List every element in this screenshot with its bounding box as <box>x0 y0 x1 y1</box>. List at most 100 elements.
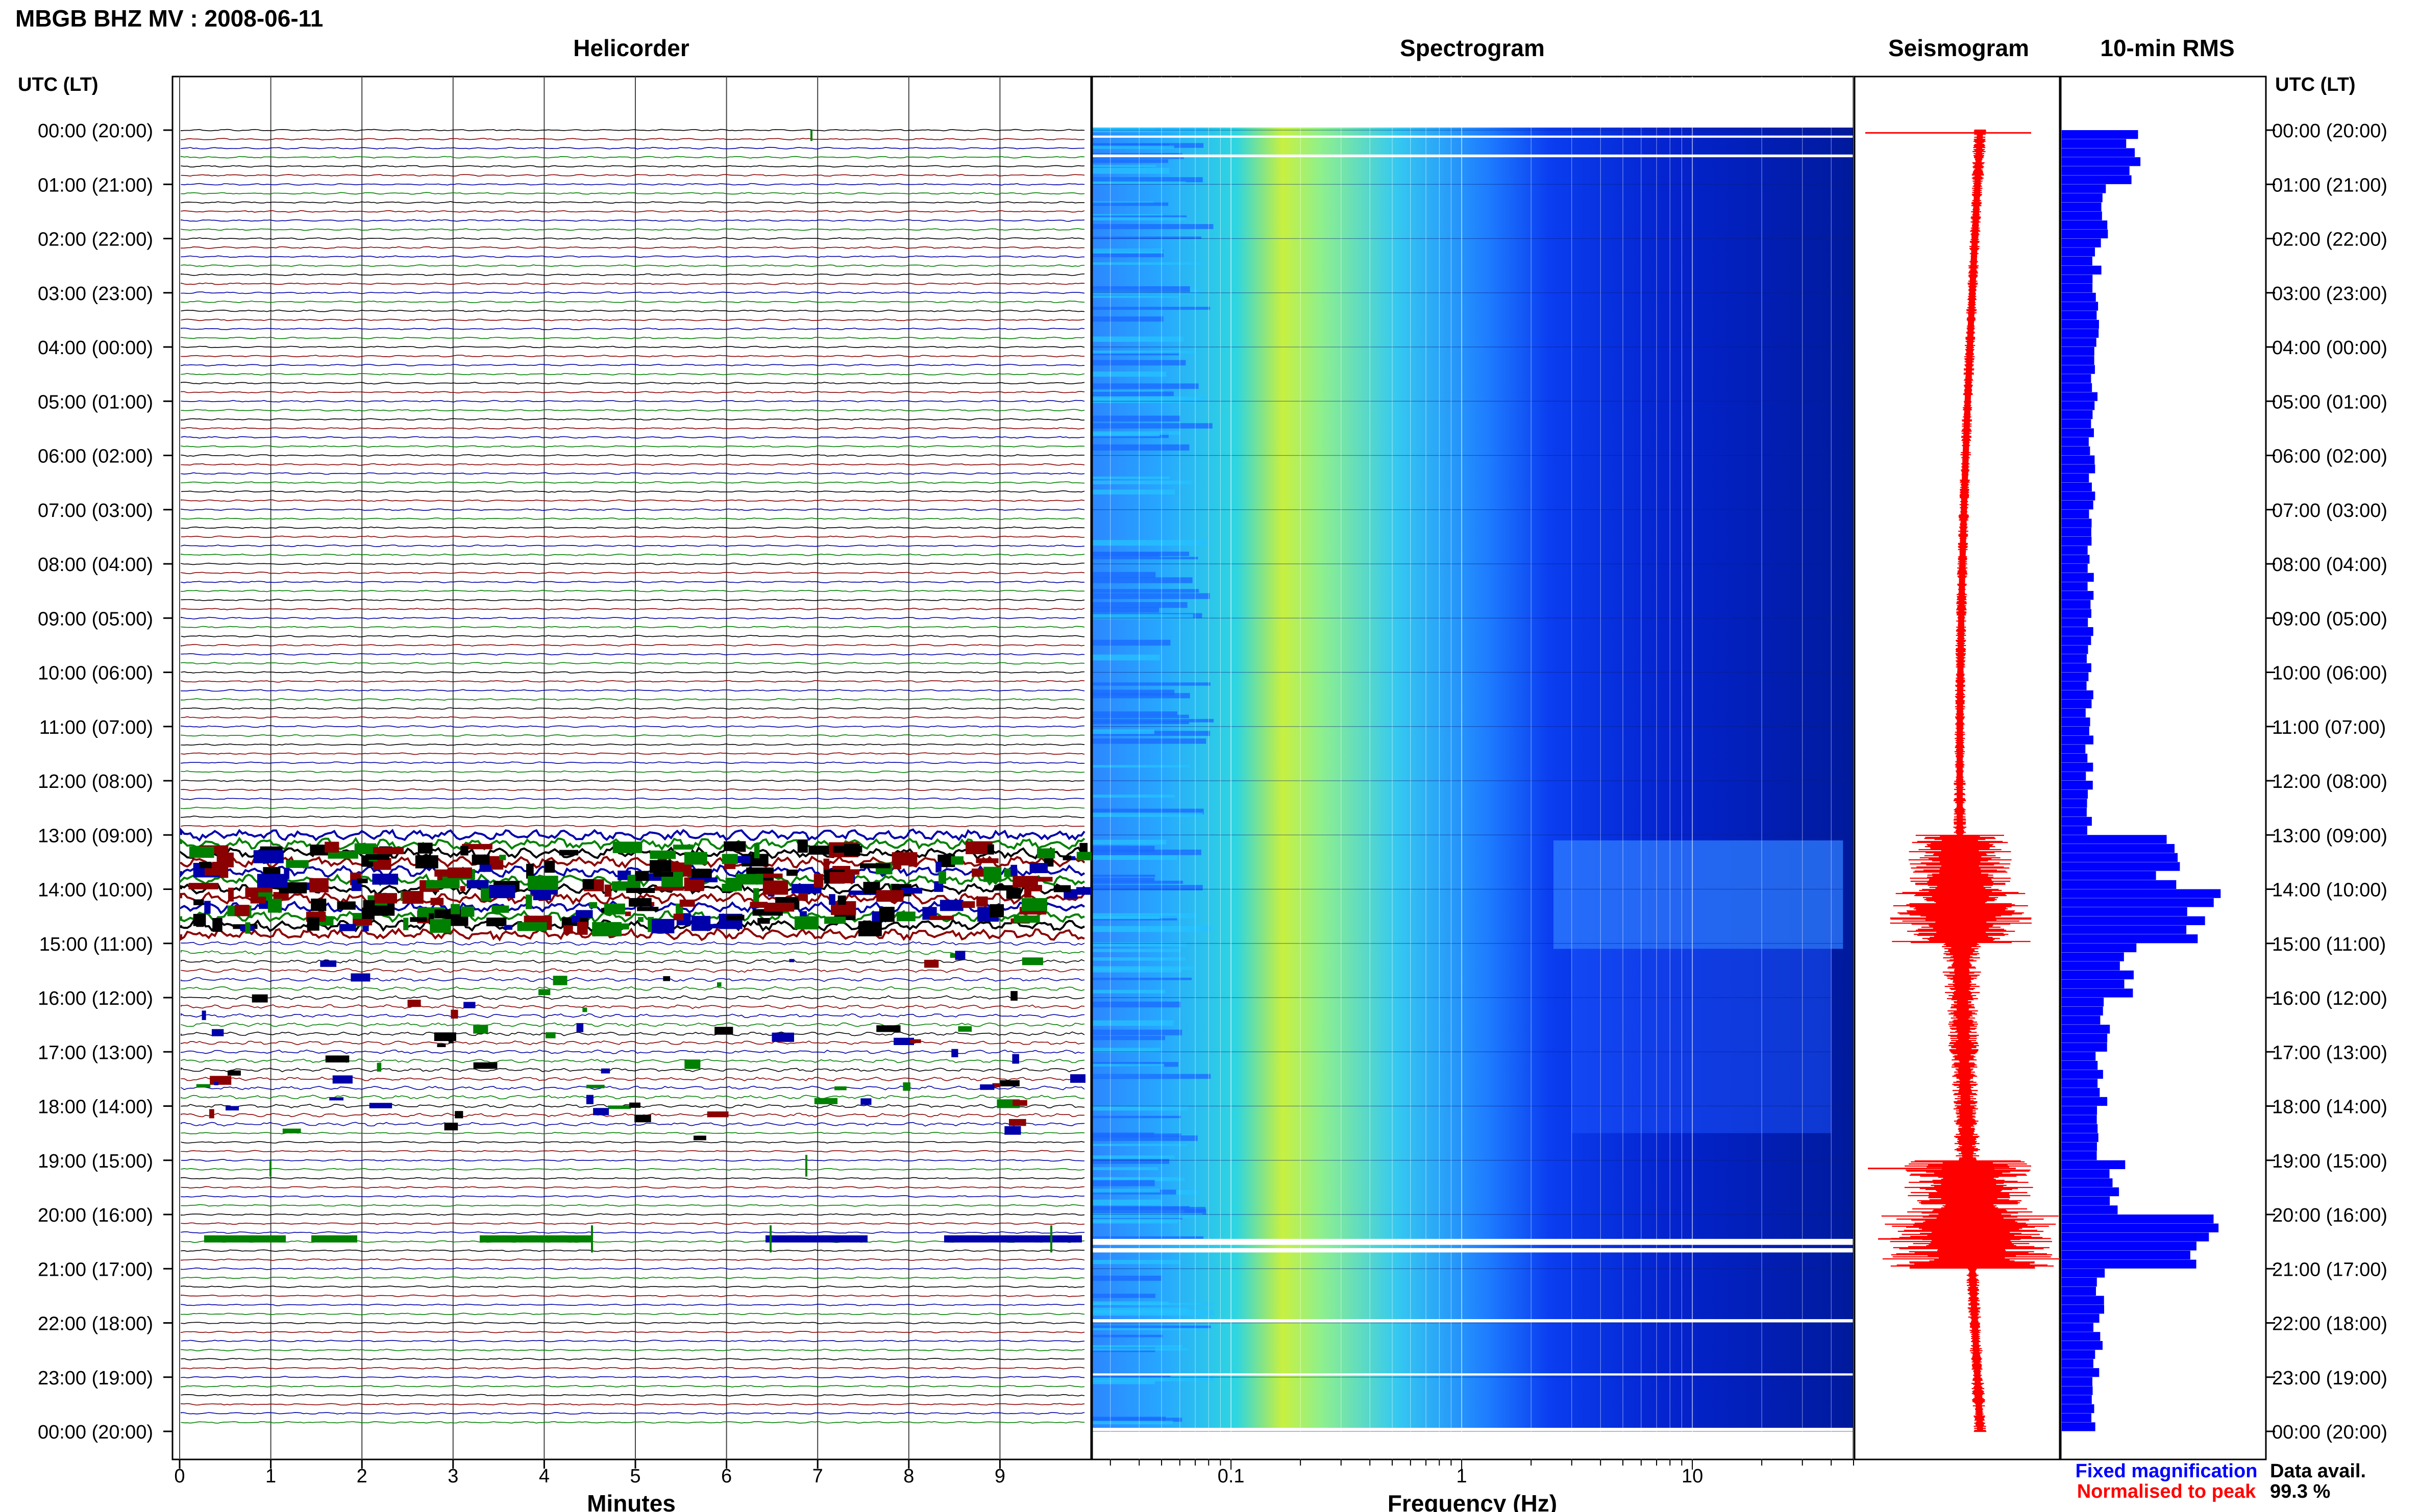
helicorder-frame <box>171 76 1092 1460</box>
helicorder-event-burst <box>245 922 251 934</box>
rms-bar <box>2062 329 2099 338</box>
rms-bar <box>2062 1313 2100 1323</box>
rms-bar <box>2062 789 2088 799</box>
helicorder-event-burst <box>924 959 939 968</box>
helicorder-trace-line <box>181 553 1085 556</box>
spectrogram-band <box>1092 602 1188 608</box>
helicorder-trace-line <box>181 1067 1085 1073</box>
spectrogram-band <box>1092 1199 1161 1206</box>
helicorder-event-burst <box>976 896 988 907</box>
helicorder-trace-line <box>181 643 1085 647</box>
helicorder-event-burst <box>328 851 358 859</box>
rms-bar <box>2062 220 2108 230</box>
helicorder-event-burst <box>202 1010 206 1020</box>
rms-bar <box>2062 708 2086 717</box>
helicorder-event-burst <box>253 850 284 863</box>
rms-bar <box>2062 383 2092 392</box>
rms-bar <box>2062 148 2135 157</box>
spectrogram-band <box>1092 1036 1165 1040</box>
helicorder-trace-line <box>181 1394 1085 1397</box>
rms-bar <box>2062 1242 2196 1251</box>
rms-bar <box>2062 916 2205 925</box>
spectrogram-band <box>1092 295 1179 298</box>
time-tick-label-left: 10:00 (06:00) <box>38 663 153 684</box>
helicorder-event-burst <box>527 876 558 890</box>
helicorder-event-burst <box>980 1084 995 1090</box>
helicorder-event-burst <box>402 891 424 904</box>
helicorder-event-burst <box>339 924 356 931</box>
rms-bar <box>2062 745 2086 754</box>
helicorder-x-tick-label: 3 <box>448 1466 458 1487</box>
helicorder-trace-line <box>181 977 1085 982</box>
spectrogram-band <box>1092 1303 1213 1305</box>
helicorder-event-burst <box>460 886 465 891</box>
helicorder-trace-line <box>181 1141 1085 1144</box>
rms-bar <box>2062 528 2091 537</box>
spectrogram-band <box>1092 383 1199 389</box>
rms-bar <box>2062 1377 2092 1386</box>
helicorder-event-burst <box>473 1062 498 1069</box>
helicorder-event-burst <box>369 1103 392 1108</box>
spectrogram-band <box>1092 913 1197 919</box>
helicorder-event-burst <box>608 1105 631 1109</box>
helicorder-event-burst <box>362 926 369 931</box>
spectrogram-band <box>1092 1133 1181 1137</box>
spectrogram-band <box>1092 572 1156 578</box>
spectrogram-band <box>1092 489 1175 495</box>
rms-bar <box>2062 844 2175 853</box>
spectrogram-band <box>1092 145 1174 149</box>
helicorder-event-burst <box>629 898 652 907</box>
legend-fixed-magnification: Fixed magnification <box>2076 1460 2258 1482</box>
helicorder-event-burst <box>650 850 676 859</box>
rms-bar <box>2062 1052 2096 1061</box>
time-tick-label-left: 13:00 (09:00) <box>38 825 153 847</box>
helicorder-event-burst <box>577 922 588 935</box>
rms-bar <box>2062 1413 2092 1422</box>
helicorder-event-burst <box>363 900 375 913</box>
time-tick-label-right: 06:00 (02:00) <box>2272 446 2387 467</box>
helicorder-event-burst <box>426 880 448 889</box>
helicorder-event-burst <box>876 1025 901 1032</box>
helicorder-event-burst <box>196 1084 211 1088</box>
time-tick-label-right: 05:00 (01:00) <box>2272 391 2387 413</box>
helicorder-event-burst <box>473 1025 488 1034</box>
helicorder-event-burst <box>813 874 824 887</box>
helicorder-event-burst <box>808 846 835 855</box>
helicorder-trace-line <box>181 607 1085 611</box>
helicorder-event-burst <box>750 902 768 908</box>
helicorder-event-burst <box>403 918 409 930</box>
helicorder-trace-line <box>181 1195 1085 1198</box>
rms-bar <box>2062 1277 2097 1287</box>
spectrogram-band <box>1092 480 1193 485</box>
helicorder-event-burst <box>1079 842 1088 853</box>
rms-bar <box>2062 229 2108 239</box>
helicorder-trace-line <box>181 355 1085 358</box>
helicorder-event-burst <box>626 888 655 893</box>
helicorder-trace-line <box>181 544 1085 548</box>
rms-bar <box>2062 202 2102 211</box>
rms-bar <box>2062 826 2087 835</box>
helicorder-trace-line <box>181 716 1085 719</box>
helicorder-trace-line <box>181 1049 1085 1054</box>
helicorder-x-tick-label: 1 <box>265 1466 276 1487</box>
legend-normalised-to-peak: Normalised to peak <box>2077 1481 2256 1502</box>
helicorder-event-burst <box>879 907 895 922</box>
rms-bar <box>2062 772 2086 781</box>
spectrogram-band <box>1092 1376 1214 1381</box>
helicorder-trace-line <box>181 1186 1085 1189</box>
helicorder-trace-line <box>181 481 1085 484</box>
helicorder-trace-line <box>181 725 1085 728</box>
helicorder-trace-line <box>181 968 1085 973</box>
helicorder-event-burst <box>834 1086 847 1090</box>
rms-bar <box>2062 898 2214 907</box>
rms-panel <box>2060 76 2267 1460</box>
helicorder-trace-line <box>181 1321 1085 1325</box>
helicorder-event-burst <box>472 854 490 865</box>
helicorder-trace-line <box>181 291 1085 294</box>
helicorder-event-burst <box>844 844 860 856</box>
rms-bar <box>2062 1006 2103 1016</box>
helicorder-trace-line <box>181 264 1085 267</box>
spectrogram-band <box>1092 593 1210 599</box>
helicorder-trace-line <box>181 454 1085 457</box>
helicorder-event-burst <box>415 855 438 869</box>
